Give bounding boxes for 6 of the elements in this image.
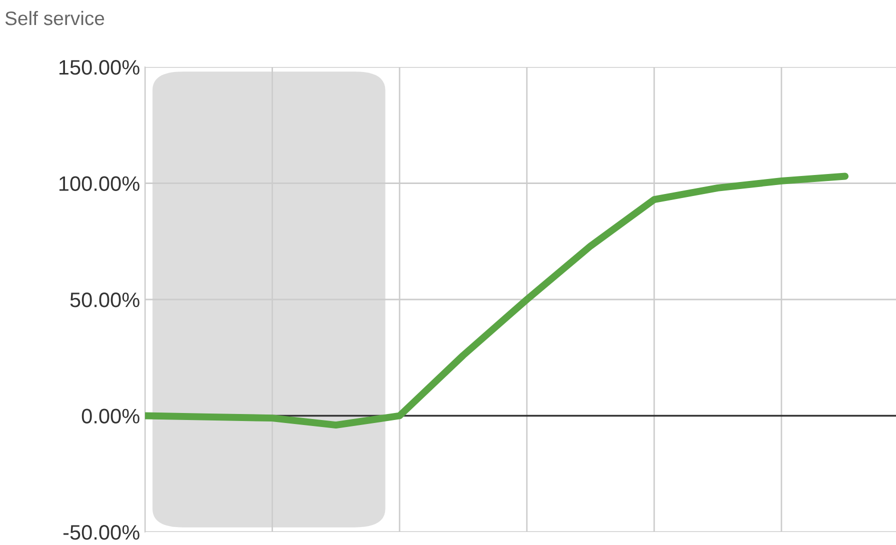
chart-title: Self service [5,10,104,26]
y-tick-label: 150.00% [59,60,140,75]
y-tick-label: -50.00% [63,525,140,540]
y-tick-label: 100.00% [59,176,140,192]
y-tick-label: 50.00% [70,292,140,308]
y-tick-label: 0.00% [82,408,140,424]
